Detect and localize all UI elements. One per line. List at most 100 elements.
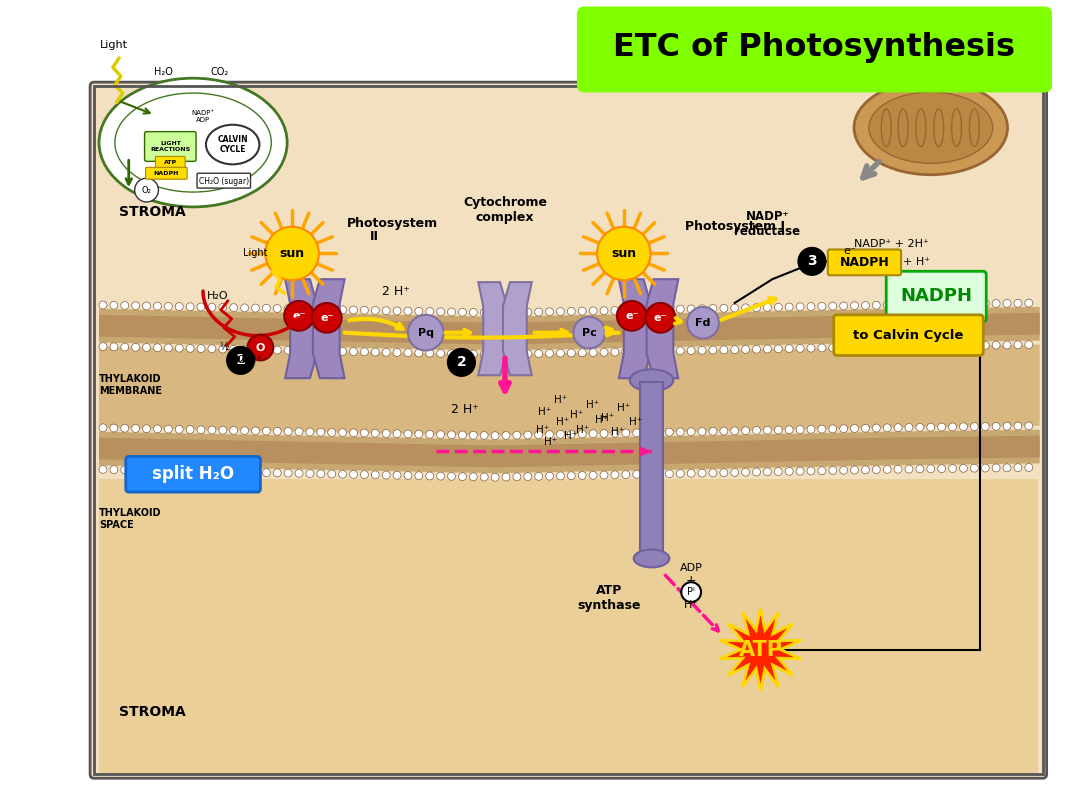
Circle shape: [99, 342, 107, 350]
Circle shape: [851, 425, 858, 433]
Circle shape: [916, 342, 924, 350]
Ellipse shape: [630, 370, 674, 391]
Circle shape: [828, 425, 837, 433]
Text: ATP
synthase: ATP synthase: [577, 584, 641, 612]
Circle shape: [120, 424, 129, 432]
Text: STROMA: STROMA: [118, 205, 185, 219]
Circle shape: [535, 473, 543, 480]
Circle shape: [110, 302, 118, 309]
Circle shape: [655, 306, 662, 314]
Circle shape: [350, 470, 357, 478]
Circle shape: [959, 423, 968, 430]
Text: H⁺: H⁺: [538, 407, 551, 417]
Circle shape: [393, 471, 401, 479]
Circle shape: [763, 303, 772, 311]
Circle shape: [567, 307, 576, 315]
Circle shape: [578, 307, 586, 315]
Circle shape: [633, 429, 641, 437]
Text: H⁺: H⁺: [564, 430, 577, 441]
Ellipse shape: [969, 109, 980, 146]
Circle shape: [665, 428, 674, 436]
Text: ½: ½: [219, 342, 228, 353]
FancyBboxPatch shape: [126, 457, 260, 492]
Circle shape: [688, 470, 695, 478]
Circle shape: [491, 309, 499, 317]
Circle shape: [285, 469, 292, 477]
FancyBboxPatch shape: [886, 271, 986, 322]
Circle shape: [840, 466, 847, 474]
Text: ADP: ADP: [680, 563, 702, 574]
Text: THYLAKOID
SPACE: THYLAKOID SPACE: [99, 508, 162, 530]
Circle shape: [655, 470, 662, 478]
Circle shape: [197, 467, 205, 475]
Text: e⁻: e⁻: [292, 311, 306, 321]
Circle shape: [884, 424, 891, 432]
Circle shape: [698, 346, 706, 354]
Circle shape: [600, 348, 608, 356]
Ellipse shape: [869, 92, 992, 163]
Ellipse shape: [633, 550, 669, 567]
Circle shape: [415, 430, 423, 438]
Circle shape: [763, 345, 772, 353]
Polygon shape: [286, 279, 317, 378]
Text: H⁺: H⁺: [601, 413, 615, 423]
Circle shape: [448, 473, 455, 480]
Circle shape: [448, 350, 455, 358]
Circle shape: [600, 471, 608, 479]
Circle shape: [840, 425, 847, 433]
Circle shape: [970, 464, 979, 472]
Circle shape: [763, 468, 772, 476]
Circle shape: [132, 466, 140, 474]
Circle shape: [861, 343, 870, 351]
Circle shape: [154, 344, 161, 352]
Circle shape: [676, 428, 684, 436]
Circle shape: [982, 342, 989, 350]
Circle shape: [241, 468, 248, 476]
Circle shape: [589, 349, 597, 357]
Text: NADP⁺: NADP⁺: [192, 110, 214, 116]
Text: ETC of Photosynthesis: ETC of Photosynthesis: [613, 32, 1015, 63]
Circle shape: [502, 309, 510, 317]
Polygon shape: [619, 279, 650, 378]
Text: H⁺: H⁺: [576, 425, 588, 434]
Text: Photosystem I: Photosystem I: [685, 220, 786, 234]
Circle shape: [415, 307, 423, 315]
Circle shape: [252, 304, 259, 312]
Circle shape: [681, 582, 701, 602]
Circle shape: [219, 303, 227, 311]
Text: e⁻: e⁻: [625, 311, 639, 321]
Circle shape: [589, 307, 597, 315]
Circle shape: [1003, 464, 1011, 472]
Circle shape: [753, 468, 760, 476]
Circle shape: [120, 466, 129, 474]
Circle shape: [143, 425, 150, 433]
Circle shape: [597, 226, 650, 280]
Text: 2 H⁺: 2 H⁺: [382, 285, 410, 298]
Circle shape: [99, 424, 107, 432]
Circle shape: [567, 349, 576, 357]
Circle shape: [404, 307, 411, 315]
Text: e⁻: e⁻: [320, 313, 334, 323]
Circle shape: [247, 334, 273, 360]
Circle shape: [197, 303, 205, 311]
Circle shape: [437, 350, 445, 358]
Circle shape: [698, 427, 706, 435]
Circle shape: [371, 306, 379, 314]
Text: NADPH: NADPH: [901, 287, 972, 305]
Circle shape: [742, 468, 749, 476]
Text: CALVIN
CYCLE: CALVIN CYCLE: [217, 135, 248, 154]
Circle shape: [241, 426, 248, 434]
Circle shape: [720, 427, 728, 435]
Circle shape: [556, 349, 564, 357]
Circle shape: [644, 470, 651, 478]
Circle shape: [393, 307, 401, 315]
FancyBboxPatch shape: [197, 174, 251, 188]
Text: H⁺: H⁺: [684, 600, 698, 610]
Circle shape: [513, 350, 521, 358]
Circle shape: [742, 426, 749, 434]
Circle shape: [709, 427, 717, 435]
Circle shape: [154, 425, 161, 433]
Text: II: II: [370, 230, 379, 243]
Circle shape: [523, 308, 532, 316]
Ellipse shape: [916, 109, 926, 146]
